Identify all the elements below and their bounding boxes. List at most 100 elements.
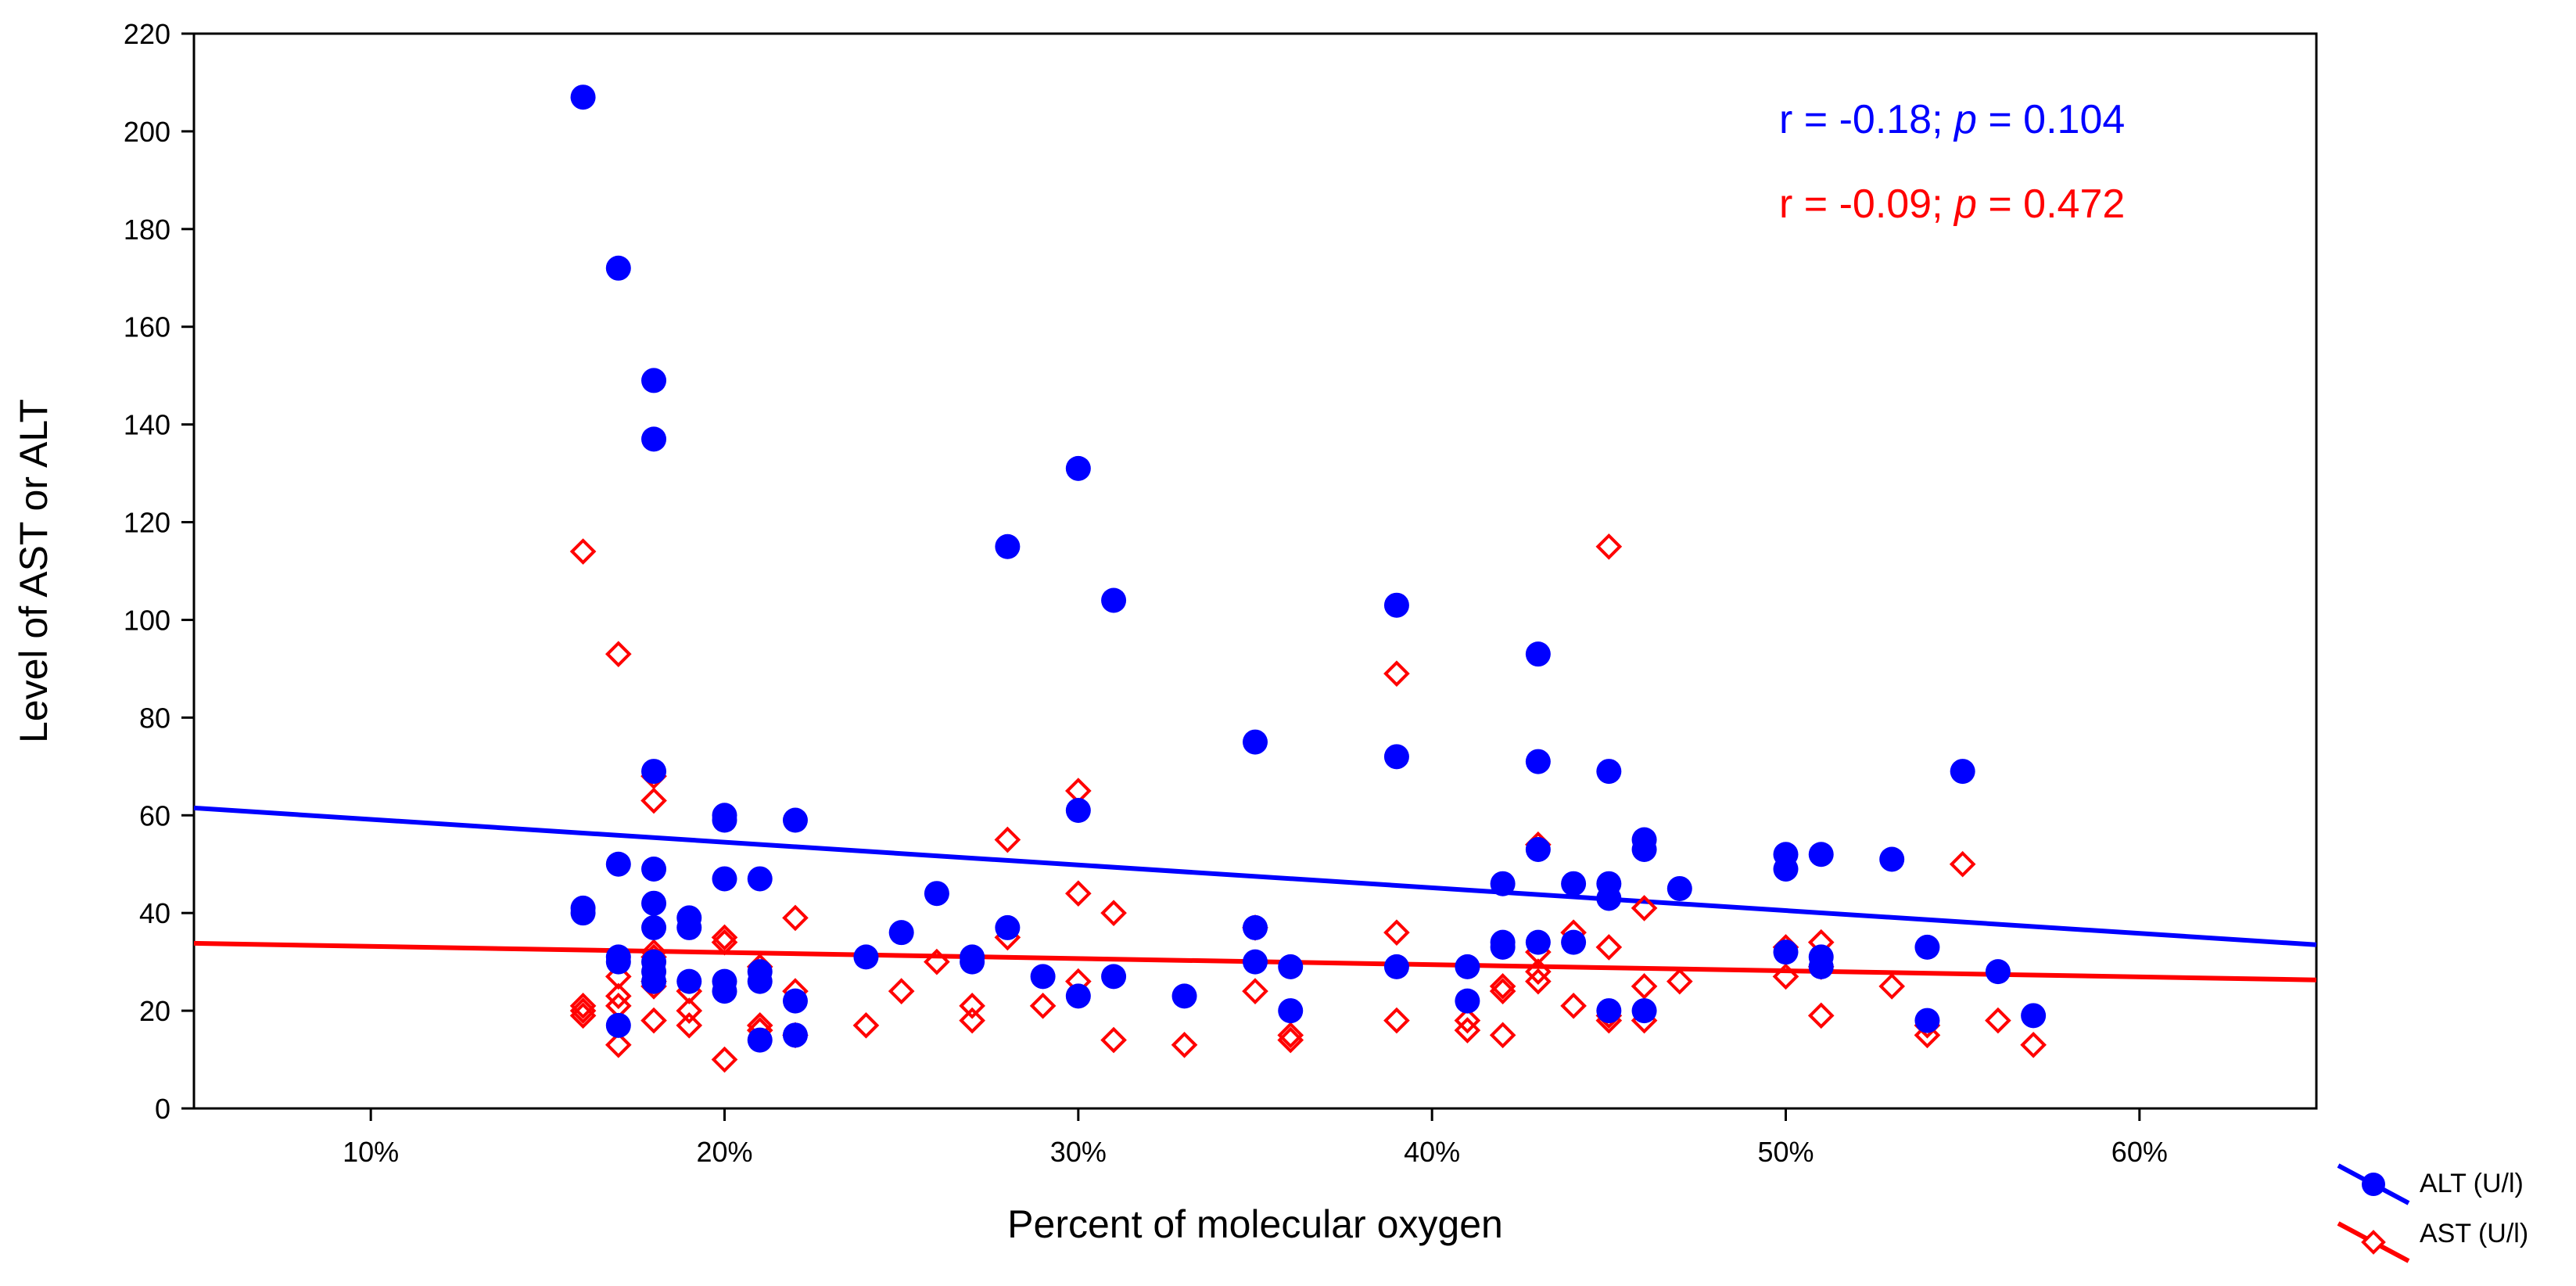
ast-point: [569, 538, 597, 565]
x-tick-label: 40%: [1404, 1136, 1460, 1168]
alt-point: [641, 368, 667, 393]
y-tick-label: 200: [124, 116, 170, 148]
alt-point: [1561, 871, 1587, 896]
alt-point: [995, 533, 1021, 559]
legend-ast-label: AST (U/l): [2420, 1219, 2528, 1248]
plot-area: [192, 32, 2318, 1110]
alt-point: [1171, 983, 1197, 1009]
x-axis: 10% 20% 30% 40% 50% 60%: [343, 1108, 2168, 1168]
alt-regression-line: [193, 805, 2317, 947]
ast-point: [1631, 973, 1658, 1000]
ast-point: [1489, 978, 1516, 1004]
alt-point: [1383, 744, 1409, 770]
alt-point: [1525, 641, 1551, 667]
alt-point: [641, 426, 667, 452]
alt-point: [1808, 954, 1834, 979]
alt-point: [1030, 964, 1056, 990]
ast-point: [1949, 850, 1976, 878]
y-tick-label: 40: [139, 897, 170, 929]
alt-point: [641, 914, 667, 940]
ast-point: [605, 963, 632, 990]
ast-point: [1878, 973, 1906, 1000]
x-tick-label: 10%: [343, 1136, 399, 1168]
legend-ast-marker: [2361, 1230, 2386, 1255]
alt-point: [1455, 988, 1480, 1014]
alt-point: [1101, 964, 1127, 990]
alt-point: [924, 881, 949, 907]
alt-point: [641, 759, 667, 785]
plot-frame: [192, 32, 2318, 1110]
ast-point: [1065, 880, 1092, 907]
alt-point: [747, 968, 773, 994]
alt-point: [747, 866, 773, 892]
ast-point: [1631, 895, 1658, 921]
alt-point: [1773, 939, 1799, 965]
alt-point: [1490, 934, 1516, 960]
alt-point: [1914, 1008, 1940, 1033]
alt-point: [1808, 842, 1834, 868]
ast-point: [1029, 993, 1057, 1019]
ast-point: [782, 904, 809, 932]
alt-point: [641, 856, 667, 882]
y-tick-label: 80: [139, 702, 170, 734]
ast-point: [1489, 1022, 1516, 1049]
legend-alt-label: ALT (U/l): [2420, 1169, 2524, 1198]
alt-point: [1561, 929, 1587, 955]
alt-point: [1596, 759, 1622, 785]
alt-point: [641, 968, 667, 994]
ast-point: [1525, 958, 1552, 985]
alt-point: [782, 807, 808, 833]
ast-point: [1525, 968, 1552, 995]
alt-point: [853, 944, 879, 970]
ast-point: [711, 929, 738, 956]
y-tick-label: 0: [155, 1093, 170, 1125]
alt-point: [712, 807, 737, 833]
ast-point: [569, 1002, 597, 1029]
y-tick-label: 120: [124, 507, 170, 539]
ast-point: [605, 982, 632, 1010]
alt-point: [1278, 998, 1304, 1024]
ast-point: [1914, 1022, 1941, 1049]
alt-correlation-text: r = -0.18; p = 0.104: [1779, 97, 2125, 142]
y-tick-label: 140: [124, 409, 170, 441]
alt-point: [1243, 729, 1268, 755]
alt-point: [1065, 983, 1091, 1009]
alt-point: [1950, 759, 1975, 785]
ast-point: [1242, 978, 1268, 1004]
alt-point: [605, 851, 631, 877]
alt-point: [1773, 856, 1799, 882]
ast-point: [1807, 1002, 1835, 1029]
x-tick-label: 20%: [696, 1136, 752, 1168]
alt-point: [605, 1012, 631, 1038]
y-tick-label: 220: [124, 18, 170, 50]
ast-point: [1277, 1022, 1304, 1049]
ast-point: [888, 978, 915, 1004]
alt-point: [1455, 954, 1480, 979]
alt-point: [676, 914, 702, 940]
ast-point: [569, 997, 597, 1024]
ast-point: [1277, 1026, 1304, 1054]
ast-point: [994, 826, 1021, 853]
legend-alt-marker: [2362, 1173, 2385, 1196]
alt-point: [1278, 954, 1304, 979]
ast-point: [605, 641, 632, 668]
alt-point: [2021, 1003, 2047, 1029]
alt-point: [1383, 954, 1409, 979]
ast-point: [1383, 919, 1410, 946]
alt-point: [605, 255, 631, 281]
alt-point: [995, 914, 1021, 940]
alt-point: [1243, 914, 1268, 940]
alt-point: [1243, 949, 1268, 975]
ast-point: [1383, 660, 1410, 687]
ast-point: [1985, 1007, 2011, 1034]
ast-point: [1595, 533, 1623, 560]
ast-point: [676, 1011, 703, 1039]
alt-point: [570, 900, 596, 926]
alt-point: [782, 988, 808, 1014]
alt-point: [676, 968, 702, 994]
alt-point: [960, 949, 985, 975]
ast-point: [1454, 1007, 1481, 1034]
alt-point: [1525, 836, 1551, 862]
legend: ALT (U/l) AST (U/l): [2337, 1163, 2528, 1263]
ast-point: [1666, 968, 1693, 995]
